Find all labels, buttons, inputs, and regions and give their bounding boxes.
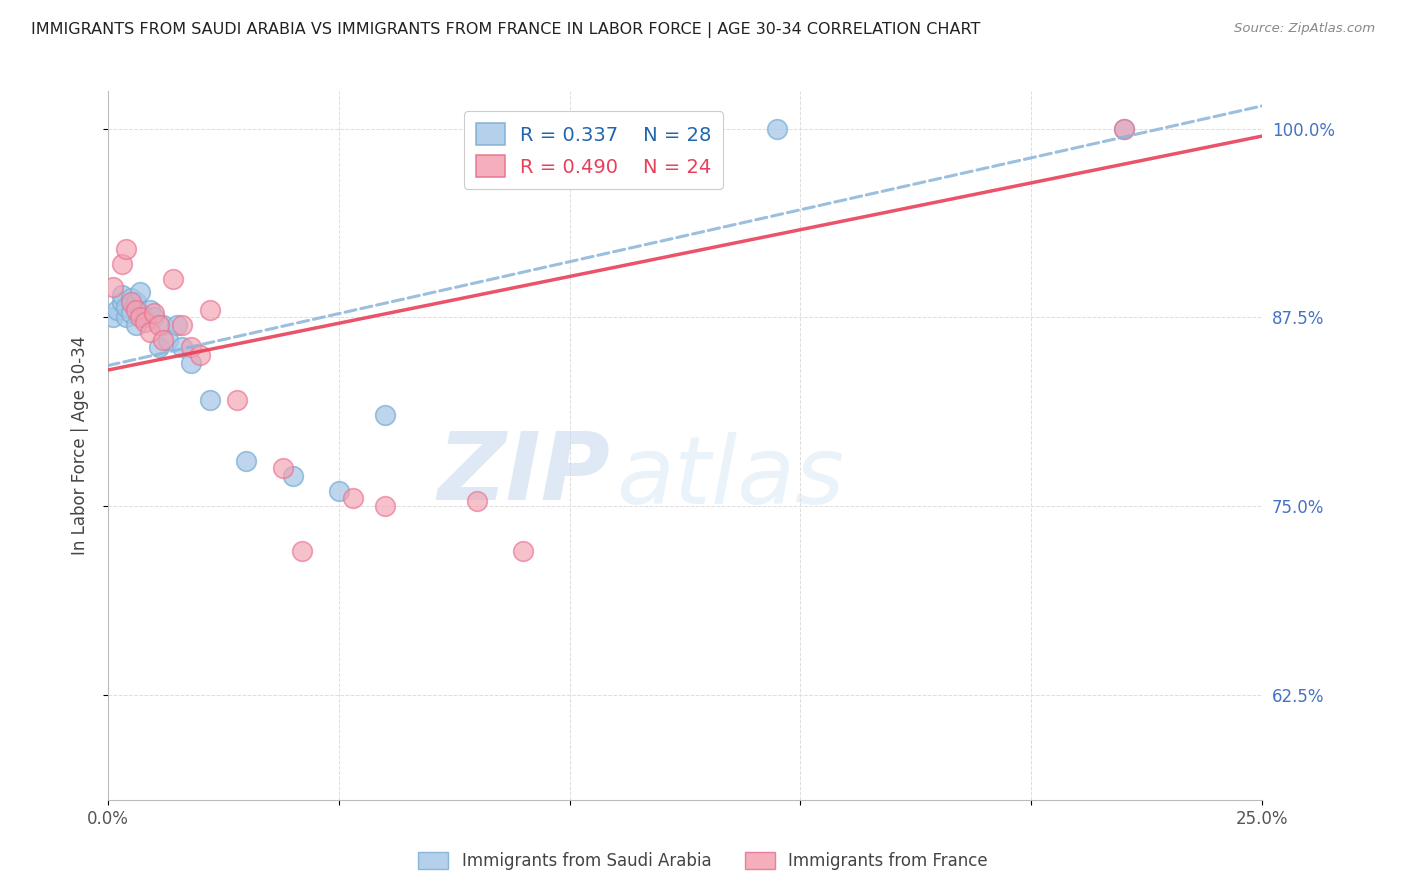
Point [115, 310, 138, 325]
Text: IMMIGRANTS FROM SAUDI ARABIA VS IMMIGRANTS FROM FRANCE IN LABOR FORCE | AGE 30-3: IMMIGRANTS FROM SAUDI ARABIA VS IMMIGRAN… [31, 22, 980, 38]
Point [152, 333, 174, 347]
Text: atlas: atlas [616, 432, 844, 523]
Point [162, 272, 184, 286]
Legend: Immigrants from Saudi Arabia, Immigrants from France: Immigrants from Saudi Arabia, Immigrants… [412, 845, 994, 877]
Point [235, 453, 257, 467]
Point [180, 355, 202, 369]
Point [129, 285, 152, 299]
Point [105, 302, 128, 317]
Point [198, 393, 221, 408]
Point [115, 242, 138, 256]
Point [120, 291, 142, 305]
Point [170, 318, 193, 332]
Point [134, 315, 156, 329]
Point [120, 295, 142, 310]
Point [766, 121, 789, 136]
Point [101, 310, 124, 325]
Point [226, 393, 249, 408]
Text: ZIP: ZIP [437, 428, 610, 520]
Y-axis label: In Labor Force | Age 30-34: In Labor Force | Age 30-34 [72, 336, 89, 555]
Point [148, 340, 170, 354]
Point [125, 318, 148, 332]
Point [1112, 121, 1135, 136]
Point [291, 544, 314, 558]
Point [465, 494, 488, 508]
Point [328, 483, 350, 498]
Point [115, 300, 138, 314]
Point [374, 409, 396, 423]
Point [143, 310, 166, 325]
Text: Source: ZipAtlas.com: Source: ZipAtlas.com [1234, 22, 1375, 36]
Point [273, 461, 295, 475]
Point [281, 468, 304, 483]
Point [111, 295, 134, 310]
Point [152, 318, 174, 332]
Point [198, 302, 221, 317]
Legend: R = 0.337    N = 28, R = 0.490    N = 24: R = 0.337 N = 28, R = 0.490 N = 24 [464, 112, 723, 189]
Point [1112, 121, 1135, 136]
Point [512, 544, 534, 558]
Point [170, 340, 193, 354]
Point [129, 306, 152, 320]
Point [125, 302, 148, 317]
Point [143, 306, 166, 320]
Point [120, 306, 142, 320]
Point [188, 348, 211, 362]
Point [101, 280, 124, 294]
Point [111, 257, 134, 271]
Point [138, 302, 160, 317]
Point [138, 326, 160, 340]
Point [342, 491, 364, 506]
Point [180, 340, 202, 354]
Point [129, 310, 152, 325]
Point [134, 310, 156, 325]
Point [156, 333, 179, 347]
Point [374, 499, 396, 513]
Point [125, 295, 148, 310]
Point [166, 318, 188, 332]
Point [111, 287, 134, 301]
Point [148, 318, 170, 332]
